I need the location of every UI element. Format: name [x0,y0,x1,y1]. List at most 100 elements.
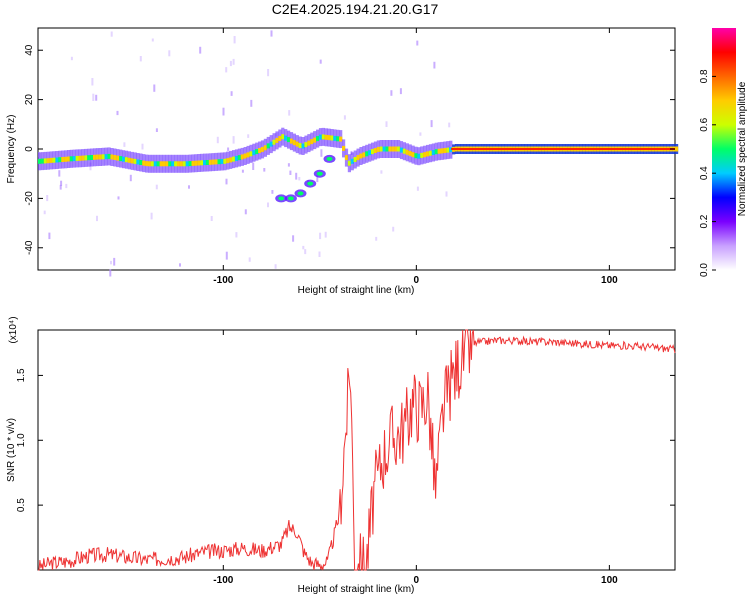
noise-speck [324,231,327,238]
noise-speck [235,232,238,238]
snr-axes: -100 0 100 0.5 1.0 1.5 [16,330,675,586]
trace-core [237,155,241,161]
trace-core [266,143,270,149]
trace-core [194,160,198,166]
noise-speck [155,128,158,132]
trace-core [75,155,79,161]
noise-speck [263,168,266,172]
snr-panel: -100 0 100 0.5 1.0 1.5 (x10⁴) Height of strai… [6,316,676,595]
trace-core [148,161,152,167]
trace-core [113,155,117,160]
noise-speck [252,162,255,170]
figure-title: C2E4.2025.194.21.20.G17 [272,1,439,17]
trace-core [344,155,349,161]
trace-core [298,143,302,148]
trace-core [191,160,195,166]
trace-core [165,161,169,167]
trace-core [226,158,230,164]
trace-core [95,154,100,160]
noise-speck [304,249,307,255]
trace-core [197,160,201,166]
noise-speck [244,209,247,215]
noise-speck [302,245,305,250]
trace-core [98,154,102,160]
trace-core [275,137,279,143]
spectrogram-axes: -100 0 100 -40 -20 0 20 40 [24,28,675,286]
noise-speck [416,186,419,191]
trace-core [313,137,317,143]
y-tick-label: 0.5 [16,498,27,512]
trace-core [136,159,140,165]
trace-core [287,137,291,143]
trace-core [150,161,155,167]
secondary-trace-core [307,181,314,186]
trace-core [316,136,320,142]
noise-speck [225,251,228,260]
colorbar-tick-label: 0.6 [699,117,710,131]
noise-speck [46,195,49,202]
noise-speck [59,184,62,190]
trace-core [49,157,53,163]
noise-speck [95,94,98,101]
noise-speck [65,183,68,189]
trace-core [249,151,253,157]
trace-core [353,157,357,162]
noise-speck [225,178,228,185]
trace-core [321,134,325,140]
noise-speck [113,257,116,266]
noise-speck [216,136,219,144]
noise-speck [289,170,292,175]
noise-speck [295,172,298,180]
noise-speck [232,58,235,65]
trace-core [211,159,215,165]
trace-core [240,154,244,160]
trace-core [347,160,351,166]
trace-core [81,155,85,161]
trace-core [434,149,438,155]
noise-speck [96,215,98,222]
noise-speck [92,93,95,101]
trace-core [69,156,73,162]
trace-core [162,161,166,167]
trace-core [52,157,56,163]
y-tick-label: -20 [24,191,35,206]
trace-core [284,135,288,141]
trace-core [397,146,401,152]
trace-core [255,149,259,155]
colorbar-axis: 0.0 0.2 0.4 0.6 0.8 [699,69,716,277]
trace-core [217,159,221,165]
noise-speck [188,185,190,189]
trace-core [449,147,453,153]
noise-speck [91,78,94,86]
noise-speck [316,175,319,183]
noise-speck [151,38,154,42]
noise-speck [399,88,402,95]
spectrogram-ylabel: Frequency (Hz) [6,115,17,184]
noise-speck [117,196,120,200]
trace-core [391,146,395,152]
trace-core [324,134,328,140]
noise-speck [319,232,322,240]
trace-core [214,159,218,165]
trace-core [333,135,337,141]
trace-core [258,148,262,153]
noise-speck [375,236,378,241]
trace-core [203,160,207,166]
trace-core [72,156,76,162]
trace-core [260,146,265,152]
trace-core [127,157,131,163]
trace-core [443,148,447,153]
x-tick-label: 0 [414,575,420,586]
noise-speck [298,177,301,181]
noise-speck [319,59,322,64]
noise-speck [287,163,290,167]
noise-speck [271,190,274,194]
trace-core [339,136,343,142]
y-tick-label: 20 [24,94,35,106]
trace-core [420,152,424,158]
trace-core [310,139,314,145]
noise-speck [267,202,269,208]
trace-core [278,136,282,141]
trace-core [301,143,305,149]
